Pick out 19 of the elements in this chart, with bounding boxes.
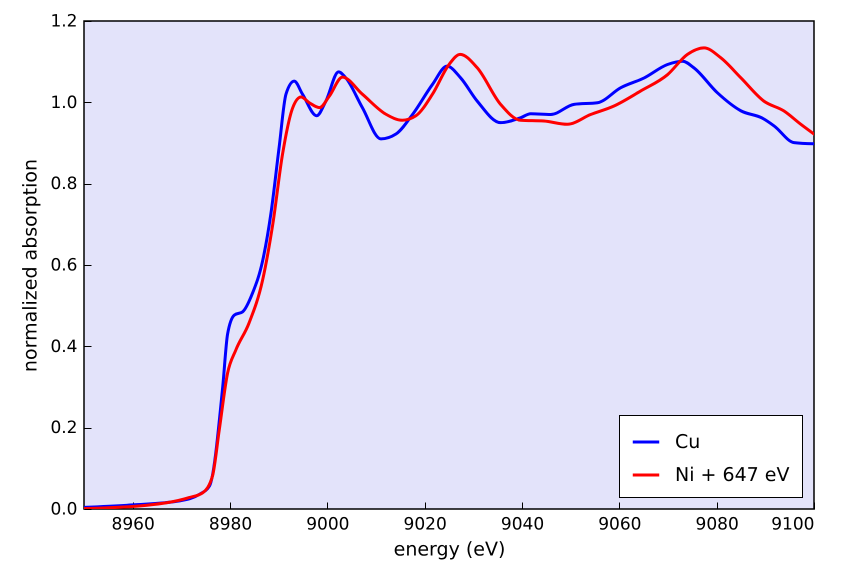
x-tick-label: 9040 [500,514,544,534]
x-tick-label: 9100 [771,514,814,534]
x-tick-label: 9020 [404,514,447,534]
x-tick-label: 9000 [306,514,350,534]
x-tick-label: 9060 [598,514,642,534]
y-tick-label: 0.8 [50,174,78,194]
y-tick-label: 0.0 [50,500,78,520]
x-tick-label: 9080 [696,514,739,534]
y-axis-title: normalized absorption [19,158,42,372]
y-tick-label: 1.2 [50,12,78,32]
x-tick-label: 8980 [208,514,252,534]
y-tick-label: 0.6 [50,256,78,276]
legend-label: Cu [675,431,700,453]
y-tick-label: 1.0 [50,92,78,113]
x-axis-title: energy (eV) [394,538,506,560]
x-tick-label: 8960 [112,514,155,534]
y-tick-label: 0.2 [50,418,78,438]
y-tick-label: 0.4 [50,336,78,357]
legend-label: Ni + 647 eV [675,464,790,486]
